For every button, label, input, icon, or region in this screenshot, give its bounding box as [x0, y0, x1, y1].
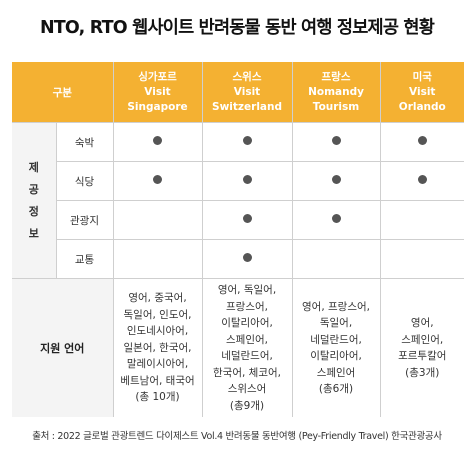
language-line: 일본어, 한국어, — [123, 341, 192, 354]
mark-cell — [379, 122, 465, 162]
mark-cell — [379, 161, 465, 201]
row-label: 교통 — [56, 239, 114, 279]
info-table: 구분 싱가포르 Visit Singapore 스위스 Visit Switze… — [12, 62, 465, 417]
mark-cell — [112, 161, 203, 201]
dot-marker — [417, 175, 427, 184]
table-row: 관광지 — [12, 200, 465, 240]
header-row: 구분 싱가포르 Visit Singapore 스위스 Visit Switze… — [12, 62, 465, 123]
source-note: 출처 : 2022 글로벌 관광트렌드 다이제스트 Vol.4 반려동물 동반여… — [32, 431, 442, 442]
mark-cell — [201, 161, 293, 201]
column-header-line: Visit — [233, 85, 261, 98]
mark-cell — [112, 239, 203, 279]
language-line: 영어, 독일어, — [217, 284, 277, 296]
mark-cell — [379, 200, 465, 240]
language-line: 스페인어, — [226, 333, 268, 346]
dot-marker — [331, 214, 341, 223]
language-line: 이탈리아어, — [221, 317, 273, 329]
language-line: (총 10개) — [135, 391, 180, 404]
language-line: 포르투칼어 — [398, 350, 447, 362]
language-line: 독일어, 인도어, — [123, 308, 192, 321]
group-label-char: 공 — [28, 182, 39, 196]
table-row: 제 공 정 보 숙박 — [12, 122, 465, 279]
column-header-usa: 미국 Visit Orlando — [379, 62, 465, 123]
language-cell: 영어, 중국어, 독일어, 인도어, 인도네시아어, 일본어, 한국어, 말레이시아어,… — [112, 278, 203, 417]
language-line: 스페인어 — [316, 366, 356, 379]
dot-marker — [331, 136, 341, 145]
column-header-line: Singapore — [127, 100, 188, 113]
group-label-info: 제 공 정 보 — [12, 122, 57, 279]
mark-cell — [291, 122, 381, 162]
dot-marker — [242, 136, 252, 145]
column-header-line: 스위스 — [232, 70, 262, 83]
language-line: 영어, 중국어, — [128, 292, 187, 305]
dot-marker — [153, 175, 163, 184]
group-label-char: 보 — [28, 226, 39, 240]
table-row: 식당 — [12, 161, 465, 201]
mark-cell — [201, 239, 293, 279]
language-line: (총3개) — [405, 366, 440, 379]
language-line: 한국어, 체코어, — [213, 366, 281, 379]
column-header-line: 프랑스 — [321, 70, 351, 83]
language-line: 인도네시아어, — [126, 325, 189, 338]
column-header-line: Orlando — [398, 100, 446, 113]
column-header-line: 미국 — [412, 70, 432, 83]
mark-cell — [291, 200, 381, 240]
group-label-char: 제 — [28, 160, 39, 174]
column-header-line: Switzerland — [212, 100, 282, 113]
column-header-switzerland: 스위스 Visit Switzerland — [201, 62, 293, 123]
group-label-char: 정 — [28, 204, 39, 218]
row-label: 관광지 — [56, 200, 114, 240]
page-title: NTO, RTO 웹사이트 반려동물 동반 여행 정보제공 현황 — [39, 18, 435, 38]
column-header-line: Visit — [409, 85, 436, 98]
column-header-singapore: 싱가포르 Visit Singapore — [112, 62, 203, 123]
dot-marker — [153, 136, 163, 145]
column-header-line: Nomandy — [308, 85, 364, 98]
language-cell: 영어, 프랑스어, 독일어, 네덜란드어, 이탈리아어, 스페인어 (총6개) — [291, 278, 381, 417]
row-label: 식당 — [56, 161, 114, 201]
dot-marker — [331, 175, 341, 184]
dot-marker — [242, 175, 252, 184]
mark-cell — [201, 200, 293, 240]
language-line: 영어, 프랑스어, — [302, 300, 370, 313]
language-line: 프랑스어, — [226, 300, 268, 313]
language-line: 스페인어, — [401, 333, 444, 346]
language-line: 독일어, — [319, 317, 353, 329]
mark-cell — [201, 122, 293, 162]
mark-cell — [112, 122, 203, 162]
column-header-france: 프랑스 Nomandy Tourism — [291, 62, 381, 123]
table-row: 교통 — [12, 239, 465, 279]
language-line: 영어, — [410, 317, 434, 329]
category-header: 구분 — [12, 62, 114, 123]
dot-marker — [417, 136, 427, 145]
language-line: 스위스어 — [227, 383, 267, 395]
mark-cell — [379, 239, 465, 279]
language-line: 이탈리아어, — [310, 350, 362, 362]
language-line: 베트남어, 태국어 — [120, 374, 195, 387]
mark-cell — [291, 161, 381, 201]
language-cell: 영어, 독일어, 프랑스어, 이탈리아어, 스페인어, 네덜란드어, 한국어, 체코어, 스… — [201, 278, 293, 417]
language-label: 지원 언어 — [12, 278, 114, 417]
dot-marker — [242, 253, 252, 262]
language-line: (총9개) — [229, 399, 265, 412]
language-cell: 영어, 스페인어, 포르투칼어 (총3개) — [379, 278, 465, 417]
column-header-line: 싱가포르 — [138, 70, 177, 83]
language-line: 말레이시아어, — [126, 358, 189, 371]
language-line: 네덜란드어, — [221, 350, 273, 362]
language-line: 네덜란드어, — [310, 333, 362, 346]
column-header-line: Tourism — [312, 100, 360, 113]
language-line: (총6개) — [318, 383, 354, 395]
mark-cell — [291, 239, 381, 279]
column-header-line: Visit — [144, 85, 171, 98]
mark-cell — [112, 200, 203, 240]
dot-marker — [242, 214, 252, 223]
row-label: 숙박 — [55, 122, 114, 162]
language-row: 지원 언어 영어, 중국어, 독일어, 인도어, 인도네시아어, 일본어, 한국어, 말… — [12, 278, 465, 417]
